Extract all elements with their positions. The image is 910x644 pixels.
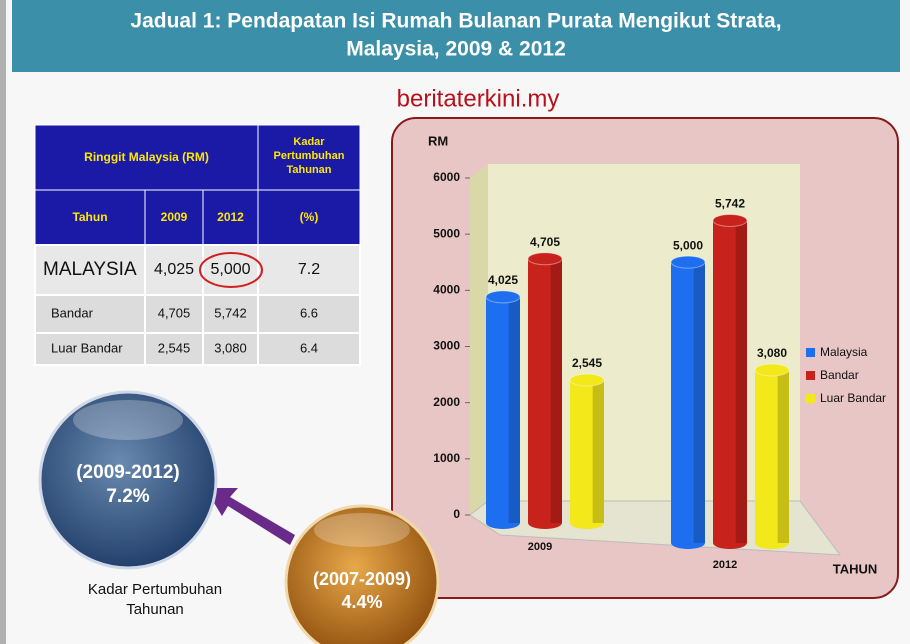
table-cell-text: 5,742 <box>214 305 247 320</box>
table-header: 2012 <box>217 210 244 224</box>
table-header: 2009 <box>161 210 188 224</box>
legend-label: Bandar <box>820 368 859 382</box>
value-label: 4,705 <box>530 235 560 249</box>
table-cell-text: 4,025 <box>154 261 194 278</box>
table-cell-text: 6.4 <box>300 340 318 355</box>
table-cell-text: 7.2 <box>298 261 320 278</box>
bar-shade <box>736 220 747 543</box>
watermark: beritaterkini.my <box>397 85 560 112</box>
table-header: Tahunan <box>286 164 331 176</box>
bar-cap <box>570 374 604 386</box>
table-cell-text: 2,545 <box>158 340 191 355</box>
bar-cap <box>713 214 747 226</box>
header-title: Malaysia, 2009 & 2012 <box>346 38 566 61</box>
bar-cap <box>486 291 520 303</box>
table-header: (%) <box>300 210 319 224</box>
back-wall <box>470 164 488 515</box>
bar-shade <box>551 259 562 523</box>
legend-swatch <box>806 371 815 380</box>
y-tick-label: 3000 <box>433 339 460 353</box>
table-cell-text: Bandar <box>51 305 94 320</box>
value-label: 3,080 <box>757 346 787 360</box>
table-header: Tahun <box>72 210 107 224</box>
x-axis-label: TAHUN <box>833 561 878 576</box>
bar-shade <box>593 380 604 523</box>
bar-shade <box>694 262 705 543</box>
legend-swatch <box>806 348 815 357</box>
bar-cap <box>755 364 789 376</box>
legend-label: Luar Bandar <box>820 391 886 405</box>
bar-cap <box>671 256 705 268</box>
circle-rate: 4.4% <box>341 592 382 612</box>
y-tick-label: 5000 <box>433 226 460 240</box>
y-tick-label: 2000 <box>433 395 460 409</box>
legend-label: Malaysia <box>820 345 868 359</box>
table-cell-text: Luar Bandar <box>51 340 123 355</box>
value-label: 5,742 <box>715 197 745 211</box>
legend-swatch <box>806 394 815 403</box>
table-header: Kadar <box>293 136 325 148</box>
x-tick-label: 2012 <box>713 559 737 571</box>
y-tick-label: 0 <box>453 507 460 521</box>
y-tick-label: 1000 <box>433 451 460 465</box>
table-header: Pertumbuhan <box>274 150 345 162</box>
y-tick-label: 4000 <box>433 283 460 297</box>
value-label: 2,545 <box>572 356 602 370</box>
circle-rate: 7.2% <box>106 486 149 507</box>
table-cell-text: MALAYSIA <box>43 259 137 280</box>
bar-shade <box>509 297 520 523</box>
value-label: 5,000 <box>673 238 703 252</box>
circle-period: (2009-2012) <box>76 462 180 483</box>
circle-period: (2007-2009) <box>313 569 411 589</box>
caption: Kadar Pertumbuhan <box>88 581 222 598</box>
table-cell-text: 3,080 <box>214 340 247 355</box>
bar-cap <box>528 253 562 265</box>
table-cell-text: 4,705 <box>158 305 191 320</box>
table-header: Ringgit Malaysia (RM) <box>84 150 209 164</box>
y-tick-label: 6000 <box>433 170 460 184</box>
bar-shade <box>778 370 789 543</box>
y-axis-label: RM <box>428 133 448 148</box>
highlight <box>73 400 183 440</box>
left-strip <box>0 0 6 644</box>
table-cell-text: 6.6 <box>300 305 318 320</box>
header-title: Jadual 1: Pendapatan Isi Rumah Bulanan P… <box>130 10 781 33</box>
x-tick-label: 2009 <box>528 541 552 553</box>
highlight <box>314 513 410 547</box>
infographic: Jadual 1: Pendapatan Isi Rumah Bulanan P… <box>0 0 910 644</box>
caption: Tahunan <box>126 601 184 618</box>
value-label: 4,025 <box>488 273 518 287</box>
table-cell-text: 5,000 <box>210 261 250 278</box>
